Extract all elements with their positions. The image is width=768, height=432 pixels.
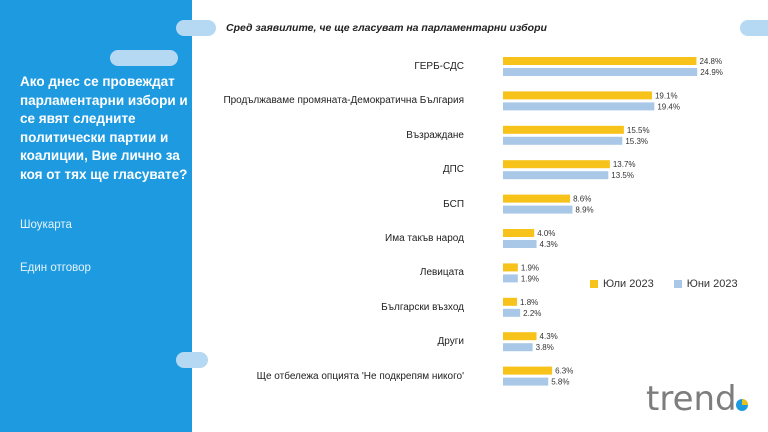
value-label-july: 13.7% (613, 160, 636, 169)
category-label: ГЕРБ-СДС (414, 61, 464, 72)
value-label-july: 15.5% (627, 126, 650, 135)
value-label-july: 19.1% (655, 91, 678, 100)
bar-june (503, 308, 521, 317)
legend-label-june: Юни 2023 (686, 278, 738, 290)
value-label-june: 8.9% (575, 206, 593, 215)
bar-july (503, 263, 518, 272)
logo-dot-yellow (742, 399, 748, 405)
trend-logo: trend (646, 379, 748, 418)
value-label-june: 19.4% (657, 102, 680, 111)
value-label-july: 1.8% (520, 298, 538, 307)
bar-july (503, 160, 610, 169)
category-label: Левицата (419, 267, 464, 279)
legend-item-july: Юли 2023 (590, 278, 654, 290)
legend-item-june: Юни 2023 (673, 278, 738, 290)
value-label-july: 8.6% (573, 195, 591, 204)
value-label-july: 6.3% (555, 367, 573, 376)
bar-july (503, 91, 652, 100)
category-label: Български възход (381, 301, 464, 313)
bar-june (503, 274, 518, 283)
bar-june (503, 343, 533, 352)
decor-pill-bottom (176, 352, 208, 368)
bar-july (503, 229, 535, 237)
value-label-july: 1.9% (521, 263, 539, 272)
chart-title: Сред заявилите, че ще гласуват на парлам… (226, 22, 547, 34)
category-label: Ще отбележа опцията 'Не подкрепям никого… (256, 370, 464, 382)
logo-text: trend (646, 379, 737, 418)
category-label: Има такъв народ (385, 233, 464, 244)
decor-pill-upper (110, 50, 178, 66)
value-label-june: 24.9% (700, 68, 723, 77)
bar-july (503, 366, 553, 375)
bar-july (503, 194, 571, 203)
value-label-july: 24.8% (699, 57, 722, 66)
bar-july (503, 297, 518, 306)
category-label: БСП (443, 198, 464, 210)
decor-pill-top-right (740, 20, 768, 36)
value-label-july: 4.0% (537, 229, 555, 238)
decor-pill-top-left (176, 20, 216, 36)
value-label-june: 1.9% (521, 274, 539, 283)
bar-june (503, 102, 655, 111)
bar-july (503, 332, 537, 341)
category-label: Продължаваме промяната-Демократична Бълг… (223, 95, 464, 107)
category-label: ДПС (442, 164, 464, 176)
bar-july (503, 125, 624, 134)
bar-june (503, 68, 698, 76)
legend-label-july: Юли 2023 (603, 278, 654, 290)
legend: Юли 2023 Юни 2023 (590, 278, 738, 290)
category-label: Възраждане (406, 129, 464, 141)
legend-swatch-june (673, 280, 682, 288)
value-label-june: 5.8% (551, 378, 569, 387)
bar-july (503, 57, 697, 65)
bar-june (503, 240, 537, 248)
bar-june (503, 205, 573, 214)
value-label-june: 15.3% (625, 137, 648, 146)
bar-june (503, 377, 549, 386)
answer-type-label: Един отговор (20, 262, 91, 274)
value-label-june: 13.5% (611, 171, 634, 180)
value-label-july: 4.3% (540, 332, 558, 341)
value-label-june: 4.3% (540, 240, 558, 249)
legend-swatch-july (590, 280, 598, 288)
survey-question: Ако днес се провеждат парламентарни избо… (20, 74, 188, 182)
bar-june (503, 171, 609, 180)
value-label-june: 3.8% (536, 343, 554, 352)
value-label-june: 2.2% (523, 309, 541, 318)
category-label: Други (437, 336, 464, 348)
method-label: Шоукарта (20, 219, 72, 231)
left-panel (0, 0, 192, 432)
bar-june (503, 136, 623, 145)
